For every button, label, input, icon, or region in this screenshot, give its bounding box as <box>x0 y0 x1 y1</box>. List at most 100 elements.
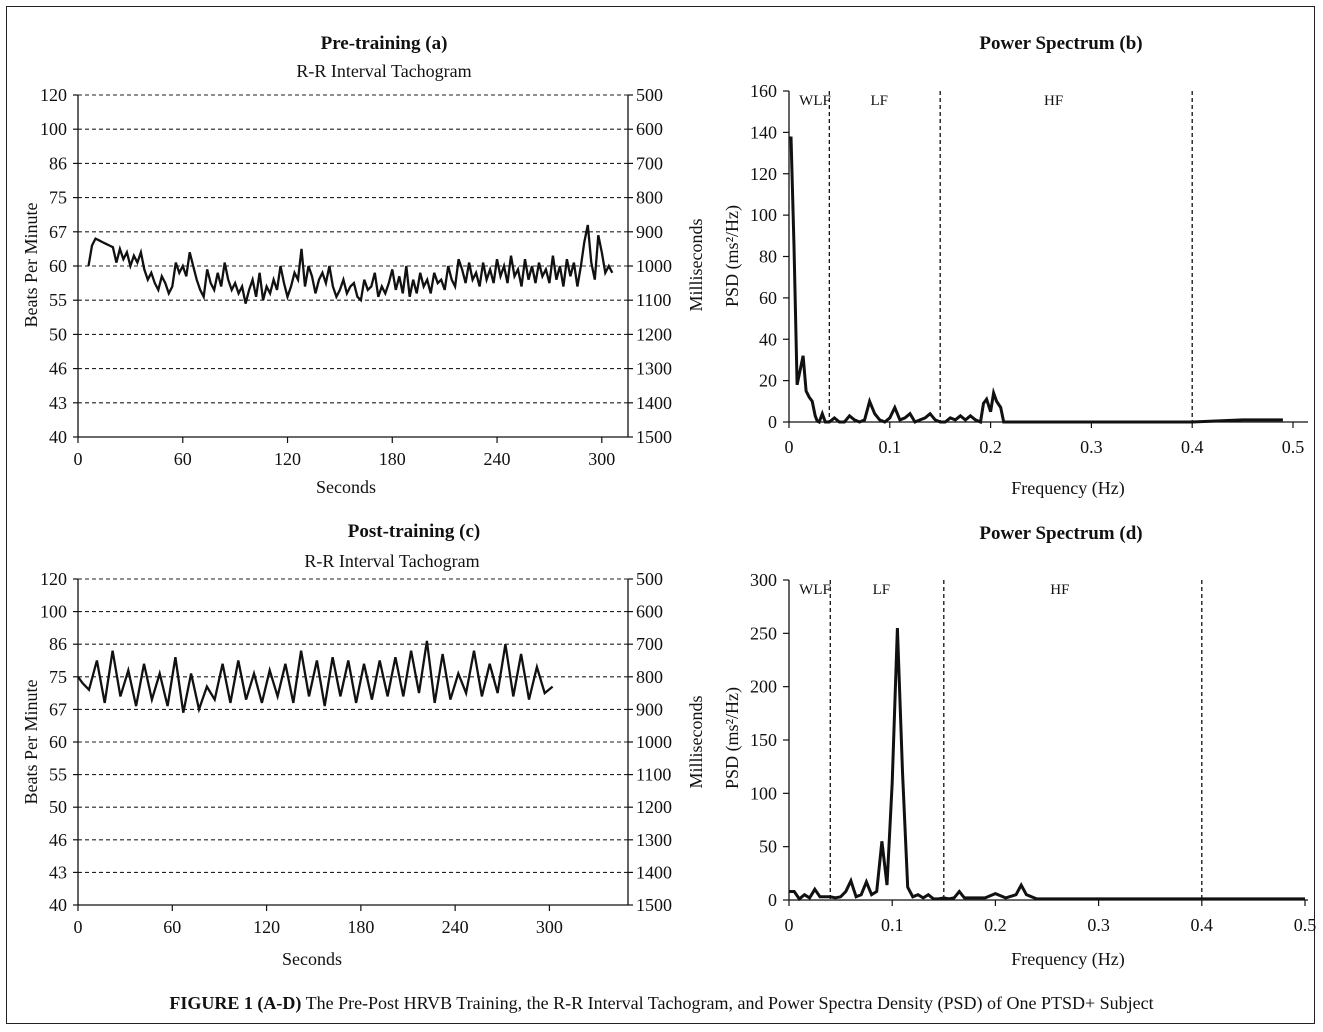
panel-c-ytick-right-label: 1500 <box>636 895 672 915</box>
panel-a-ylabel: Beats Per Minute <box>21 203 41 328</box>
panel-c-series-line <box>77 640 554 714</box>
panel-b-band-label: HF <box>1044 93 1063 109</box>
panel-c-xtick-label: 180 <box>347 917 374 937</box>
panel-c-ytick-right-label: 1200 <box>636 797 672 817</box>
panel-a-title: Pre-training (a) <box>321 33 448 54</box>
caption-label: FIGURE 1 (A-D) <box>169 993 302 1013</box>
panel-b-title: Power Spectrum (b) <box>979 33 1142 54</box>
panel-a-ytick-label: 75 <box>49 188 67 208</box>
panel-d-ytick-label: 250 <box>750 623 777 643</box>
panel-a-ytick-right-label: 1000 <box>636 256 672 276</box>
panel-a-ytick-right-label: 800 <box>636 188 663 208</box>
panel-b-plot-area: 0 20 40 60 80 100 120 140 160 0 0.1 0.2 0.3 0.4 0.5 WLF… <box>750 81 1308 457</box>
panel-a-ytick-right-label: 500 <box>636 85 663 105</box>
panel-a-ytick-label: 86 <box>49 153 67 173</box>
panel-c-ytick-label: 75 <box>49 667 67 687</box>
panel-a-tachogram: Pre-training (a) R-R Interval Tachogram … <box>21 33 706 497</box>
panel-a-ytick-label: 60 <box>49 256 67 276</box>
panel-a-ytick-right-label: 1500 <box>636 427 672 447</box>
panel-c-tachogram: Post-training (c) R-R Interval Tachogram… <box>21 521 706 969</box>
panel-a-xtick-label: 300 <box>588 449 615 469</box>
panel-d-band-label: WLF <box>799 582 831 598</box>
panel-d-band-label: HF <box>1050 582 1069 598</box>
panel-d-xlabel: Frequency (Hz) <box>1011 949 1124 970</box>
panel-d-ytick-label: 300 <box>750 570 777 590</box>
panel-c-xtick-label: 300 <box>536 917 563 937</box>
panel-d-series-line <box>789 627 1305 902</box>
panel-a-xtick-label: 0 <box>74 449 83 469</box>
panel-a-ytick-label: 100 <box>40 119 67 139</box>
panel-a-xtick-label: 180 <box>379 449 406 469</box>
panel-b-xtick-label: 0.1 <box>879 437 902 457</box>
panel-c-xlabel: Seconds <box>282 949 342 969</box>
panel-b-band-label: WLF <box>799 93 831 109</box>
panel-a-ytick-label: 120 <box>40 85 67 105</box>
panel-c-xtick-label: 0 <box>74 917 83 937</box>
panel-d-power-spectrum: Power Spectrum (d) Frequency (Hz) PSD (m… <box>722 523 1316 970</box>
panel-d-title: Power Spectrum (d) <box>979 523 1142 544</box>
panel-b-band-label: LF <box>870 93 888 109</box>
panel-d-xtick-label: 0.2 <box>984 915 1007 935</box>
panel-a-series-line <box>87 224 614 304</box>
panel-a-ylabel-right: Milliseconds <box>686 219 706 312</box>
panel-c-ytick-label: 55 <box>49 765 67 785</box>
panel-d-xtick-label: 0.5 <box>1294 915 1317 935</box>
panel-b-series-line <box>789 136 1283 425</box>
panel-a-ytick-right-label: 1100 <box>636 290 671 310</box>
panel-a-ytick-label: 43 <box>49 393 67 413</box>
panel-c-ytick-label: 40 <box>49 895 67 915</box>
panel-d-xtick-label: 0 <box>785 915 794 935</box>
panel-c-ytick-label: 120 <box>40 569 67 589</box>
panel-d-ytick-label: 200 <box>750 677 777 697</box>
panel-d-ytick-label: 0 <box>768 890 777 910</box>
panel-c-ytick-right-label: 1400 <box>636 862 672 882</box>
panel-c-ytick-label: 67 <box>49 699 67 719</box>
panel-c-ylabel-right: Milliseconds <box>686 696 706 789</box>
panel-a-ytick-label: 67 <box>49 222 67 242</box>
panel-c-ytick-right-label: 600 <box>636 602 663 622</box>
panel-c-ytick-label: 60 <box>49 732 67 752</box>
panel-a-ytick-right-label: 1300 <box>636 359 672 379</box>
panel-c-xtick-label: 240 <box>442 917 469 937</box>
panel-c-xtick-label: 120 <box>253 917 280 937</box>
panel-b-xtick-label: 0.5 <box>1282 437 1305 457</box>
panel-a-xtick-label: 120 <box>274 449 301 469</box>
panel-c-ytick-right-label: 1300 <box>636 830 672 850</box>
panel-c-ytick-label: 100 <box>40 602 67 622</box>
panel-a-xlabel: Seconds <box>316 477 376 497</box>
panel-c-ytick-right-label: 1000 <box>636 732 672 752</box>
panel-b-ytick-label: 80 <box>759 247 777 267</box>
panel-c-xtick-label: 60 <box>163 917 181 937</box>
panel-b-power-spectrum: Power Spectrum (b) Frequency (Hz) PSD (m… <box>722 33 1308 499</box>
panel-c-ylabel: Beats Per Minute <box>21 680 41 805</box>
panel-c-ytick-right-label: 800 <box>636 667 663 687</box>
panel-b-ytick-label: 20 <box>759 371 777 391</box>
panel-d-xtick-label: 0.1 <box>881 915 904 935</box>
panel-d-ylabel: PSD (ms²/Hz) <box>722 687 743 789</box>
panel-c-ytick-right-label: 900 <box>636 699 663 719</box>
panel-b-ylabel: PSD (ms²/Hz) <box>722 205 743 307</box>
panel-b-ytick-label: 60 <box>759 288 777 308</box>
panel-d-xtick-label: 0.4 <box>1191 915 1214 935</box>
figure-canvas: Pre-training (a) R-R Interval Tachogram … <box>21 33 1316 970</box>
panel-a-ytick-right-label: 600 <box>636 119 663 139</box>
panel-c-ytick-right-label: 700 <box>636 634 663 654</box>
panel-b-xtick-label: 0.4 <box>1181 437 1204 457</box>
panel-b-xtick-label: 0 <box>785 437 794 457</box>
panel-c-ytick-label: 86 <box>49 634 67 654</box>
caption-text: The Pre-Post HRVB Training, the R-R Inte… <box>305 993 1154 1013</box>
panel-a-ytick-label: 40 <box>49 427 67 447</box>
panel-c-ytick-right-label: 500 <box>636 569 663 589</box>
panel-d-ytick-label: 50 <box>759 837 777 857</box>
panel-b-ytick-label: 0 <box>768 412 777 432</box>
panel-a-subtitle: R-R Interval Tachogram <box>296 61 471 81</box>
panel-d-xtick-label: 0.3 <box>1087 915 1110 935</box>
panel-b-ytick-label: 40 <box>759 329 777 349</box>
panel-a-ytick-label: 55 <box>49 290 67 310</box>
panel-b-ytick-label: 120 <box>750 164 777 184</box>
panel-a-ytick-right-label: 1400 <box>636 393 672 413</box>
panel-a-xtick-label: 240 <box>484 449 511 469</box>
figure-caption: FIGURE 1 (A-D) The Pre-Post HRVB Trainin… <box>0 993 1323 1014</box>
panel-b-ytick-label: 160 <box>750 81 777 101</box>
